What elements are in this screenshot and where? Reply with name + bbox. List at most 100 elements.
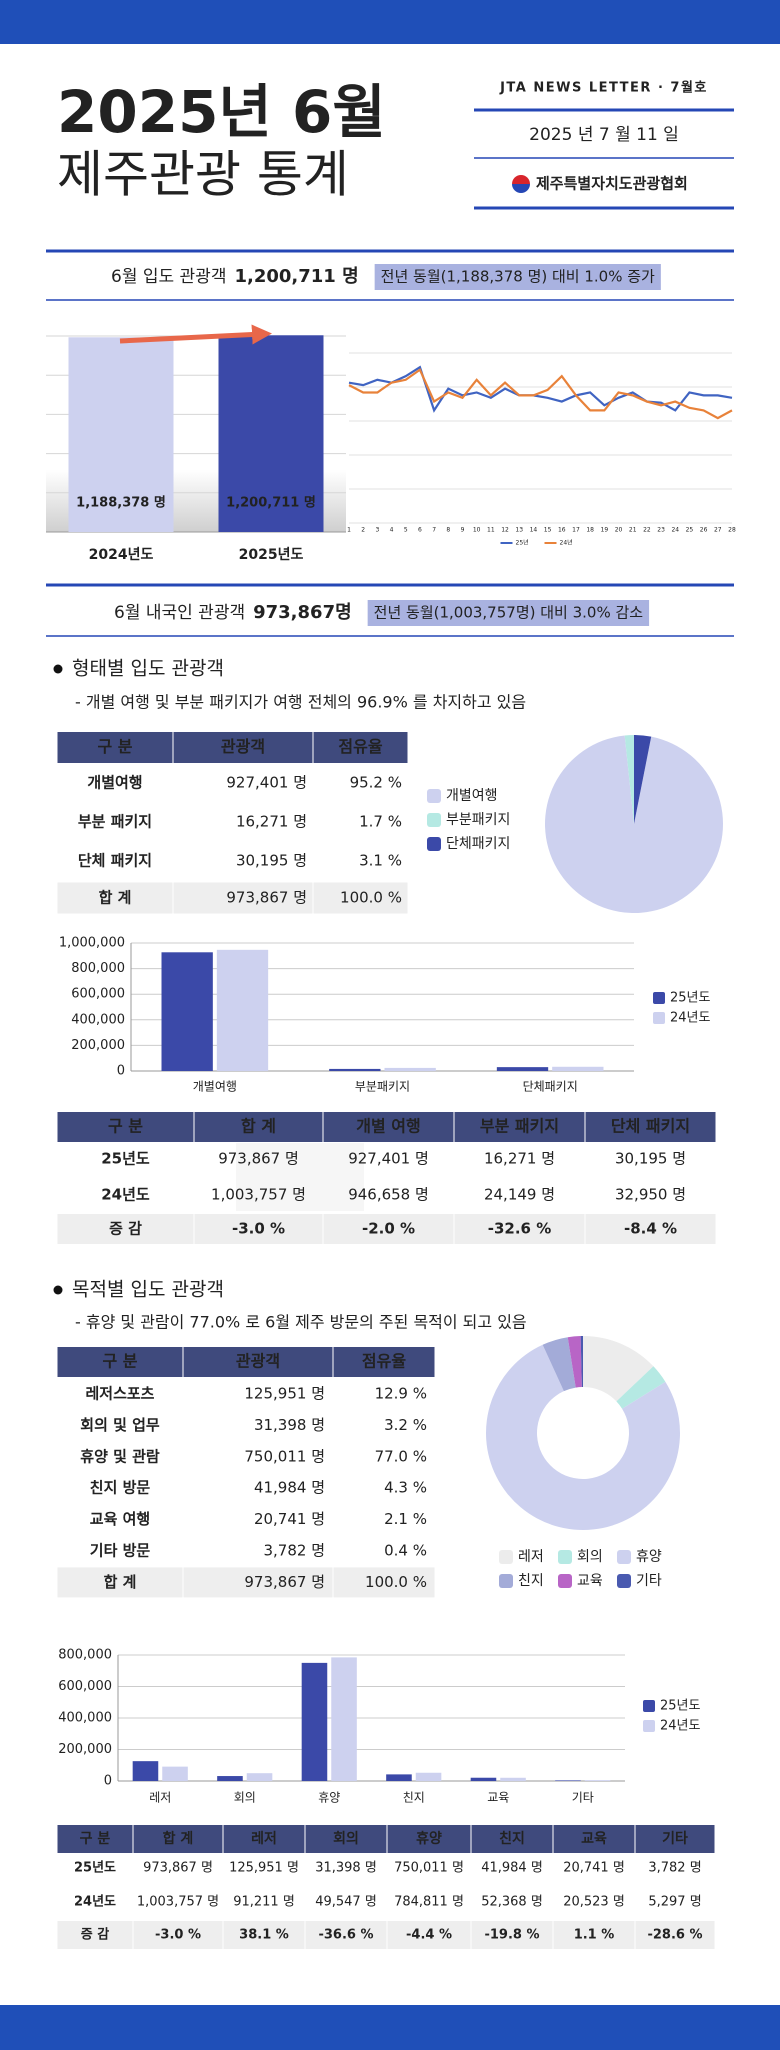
- table-cell: 부분 패키지: [78, 813, 152, 831]
- x-tick-label: 25: [686, 527, 694, 534]
- x-tick-label: 27: [714, 527, 722, 534]
- table-header-cell: [194, 1112, 323, 1142]
- table-cell: 38.1 %: [239, 1928, 289, 1943]
- summary-note-bg: [374, 264, 661, 290]
- summary-note: 전년 동월(1,003,757명) 대비 3.0% 감소: [374, 604, 644, 622]
- table-header: 레저: [251, 1831, 277, 1847]
- table-header-cell: [305, 1825, 387, 1853]
- table-header-cell: [133, 1825, 223, 1853]
- table-cell: 3.2 %: [384, 1416, 427, 1434]
- table-cell: -4.4 %: [406, 1928, 452, 1943]
- table-cell: -36.6 %: [318, 1928, 373, 1943]
- table-cell: 49,547 명: [315, 1895, 377, 1910]
- table-cell: 927,401 명: [348, 1150, 429, 1168]
- bar: [217, 1776, 243, 1781]
- table-header-cell: [57, 1347, 183, 1377]
- x-tick-label: 26: [700, 527, 708, 534]
- bar: [386, 1774, 412, 1781]
- bar: [68, 337, 174, 532]
- table-cell: 30,195 명: [236, 852, 307, 870]
- newsletter: JTA NEWS LETTER · 7월호: [499, 80, 708, 96]
- table-cell: 973,867 명: [244, 1573, 325, 1591]
- x-tick-label: 8: [446, 527, 450, 534]
- table-cell: 125,951 명: [244, 1385, 325, 1403]
- table-cell: 100.0 %: [365, 1573, 427, 1591]
- table-cell: 1.7 %: [359, 813, 402, 831]
- legend-swatch: [617, 1574, 631, 1588]
- x-tick-label: 4: [390, 527, 394, 534]
- table-cell: 12.9 %: [375, 1385, 427, 1403]
- x-tick-label: 17: [572, 527, 580, 534]
- legend-swatch: [617, 1550, 631, 1564]
- table-total-cell: [585, 1214, 716, 1244]
- table-cell: 3,782 명: [648, 1861, 701, 1876]
- section-title: 목적별 입도 관광객: [72, 1279, 224, 1301]
- x-tick-label: 16: [558, 527, 566, 534]
- table-cell: 20,523 명: [563, 1895, 625, 1910]
- table-header: 구 분: [80, 1831, 111, 1847]
- table-header-cell: [183, 1347, 333, 1377]
- table-cell: 2.1 %: [384, 1510, 427, 1528]
- table-header: 교육: [581, 1831, 607, 1847]
- legend-label: 24년도: [670, 1011, 711, 1026]
- bar: [552, 1066, 604, 1071]
- y-tick-label: 400,000: [71, 1012, 125, 1027]
- table-total-cell: [183, 1567, 333, 1598]
- x-tick-label: 1: [347, 527, 351, 534]
- table-cell: 91,211 명: [233, 1895, 295, 1910]
- table-cell: 973,867 명: [226, 889, 307, 907]
- table-cell: 973,867 명: [218, 1150, 299, 1168]
- table-header: 단체 패키지: [611, 1117, 690, 1136]
- summary-label: 6월 내국인 관광객: [114, 603, 245, 623]
- table-cell: 증 감: [109, 1220, 142, 1238]
- legend-label: 개별여행: [446, 788, 498, 804]
- table-header-cell: [387, 1825, 471, 1853]
- title: 2025년 6월: [57, 78, 386, 146]
- bar: [246, 1773, 273, 1781]
- x-tick-label: 12: [501, 527, 509, 534]
- table-cell: 52,368 명: [481, 1895, 543, 1910]
- slice: [624, 735, 634, 824]
- summary-value: 1,200,711 명: [234, 266, 358, 287]
- value-label: 1,188,378 명: [76, 495, 166, 511]
- y-tick-label: 800,000: [71, 961, 125, 976]
- legend-swatch: [427, 813, 441, 827]
- bar: [555, 1780, 581, 1781]
- legend-swatch: [653, 992, 665, 1004]
- summary-label: 6월 입도 관광객: [111, 267, 226, 287]
- table-cell: -28.6 %: [647, 1928, 702, 1943]
- table-cell: 750,011 명: [244, 1447, 325, 1465]
- legend-label: 24년: [560, 539, 573, 547]
- table-total-cell: [387, 1921, 471, 1949]
- table-header: 구 분: [108, 1117, 143, 1136]
- bar: [301, 1662, 328, 1781]
- table-cell: 100.0 %: [340, 889, 402, 907]
- x-tick-label: 14: [530, 527, 538, 534]
- table-cell: 1.1 %: [574, 1928, 615, 1943]
- x-tick-label: 단체패키지: [523, 1080, 578, 1094]
- table-header: 기타: [662, 1831, 688, 1847]
- x-tick-label: 2024년도: [89, 547, 154, 563]
- x-tick-label: 휴양: [318, 1791, 340, 1805]
- y-tick-label: 200,000: [71, 1038, 125, 1053]
- org: 제주특별자치도관광협회: [536, 175, 688, 193]
- table-cell: 784,811 명: [394, 1895, 464, 1910]
- table-cell: 1,003,757 명: [211, 1186, 306, 1204]
- summary-value: 973,867명: [253, 602, 352, 623]
- x-tick-label: 부분패키지: [355, 1080, 410, 1094]
- slice: [567, 1336, 582, 1388]
- x-tick-label: 5: [404, 527, 408, 534]
- bar: [218, 335, 324, 532]
- y-tick-label: 400,000: [58, 1711, 112, 1726]
- slice: [580, 1336, 583, 1388]
- section-title: 형태별 입도 관광객: [72, 658, 224, 680]
- x-tick-label: 23: [657, 527, 665, 534]
- x-tick-label: 개별여행: [193, 1079, 237, 1094]
- slice: [634, 735, 652, 824]
- table-cell: 개별여행: [87, 774, 142, 792]
- table-cell: 교육 여행: [90, 1510, 150, 1528]
- table-cell: 750,011 명: [394, 1861, 464, 1876]
